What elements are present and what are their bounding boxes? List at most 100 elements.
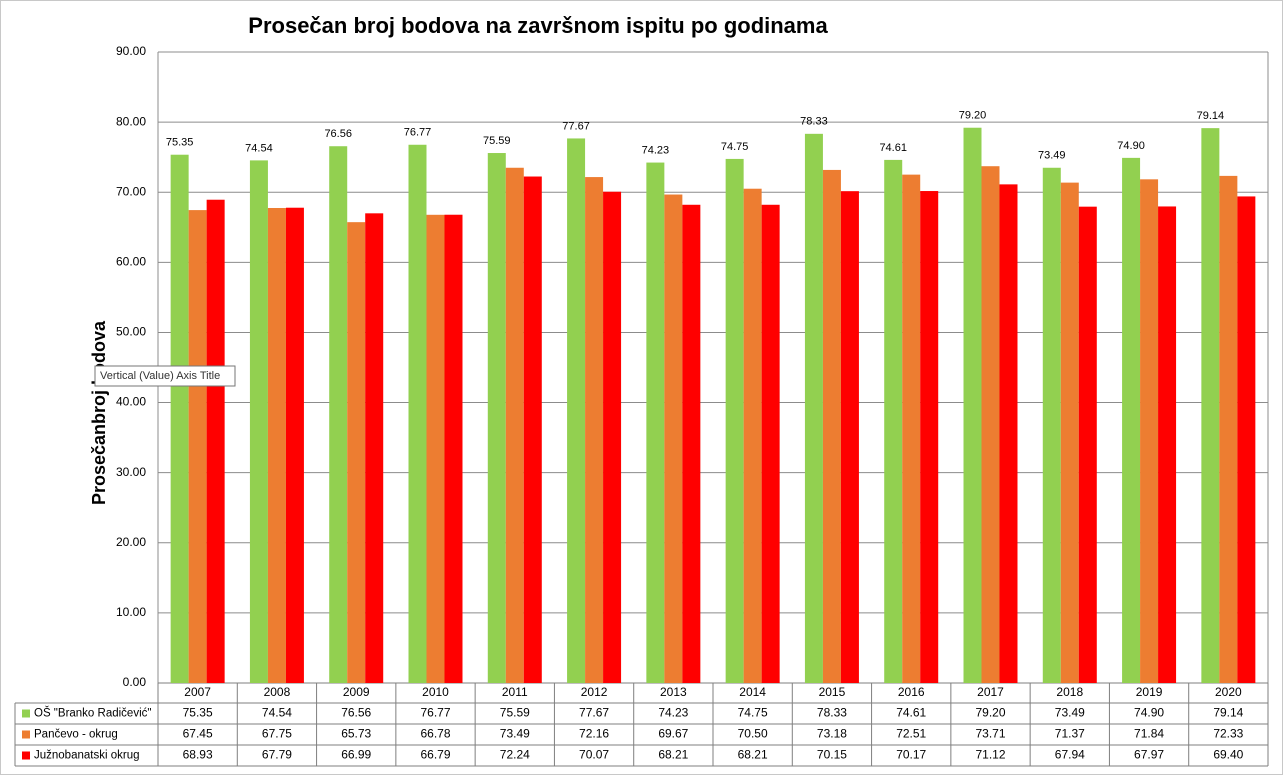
bar xyxy=(1078,206,1097,684)
x-tick-label: 2019 xyxy=(1136,685,1163,699)
bar xyxy=(1122,157,1141,683)
x-tick-label: 2018 xyxy=(1056,685,1083,699)
bar xyxy=(267,207,286,683)
table-cell: 67.79 xyxy=(262,748,292,762)
table-cell: 69.40 xyxy=(1213,748,1243,762)
x-tick-label: 2015 xyxy=(819,685,846,699)
data-label: 79.20 xyxy=(959,110,987,122)
bar xyxy=(664,194,683,683)
bar xyxy=(426,214,445,683)
tooltip-box xyxy=(94,365,236,387)
data-label: 74.23 xyxy=(642,144,670,156)
bar xyxy=(170,154,189,684)
bar xyxy=(567,138,586,683)
bar xyxy=(505,167,524,684)
table-cell: 70.17 xyxy=(896,748,926,762)
bar xyxy=(188,210,207,683)
bar xyxy=(981,166,1000,683)
table-cell: 71.12 xyxy=(975,748,1005,762)
bar xyxy=(902,174,921,683)
table-cell: 79.14 xyxy=(1213,706,1243,720)
y-tick-label: 10.00 xyxy=(116,605,146,619)
table-cell: 66.99 xyxy=(341,748,371,762)
bar xyxy=(884,159,903,683)
data-label: 74.90 xyxy=(1117,140,1145,152)
table-cell: 68.21 xyxy=(658,748,688,762)
data-label: 75.35 xyxy=(166,137,194,149)
legend-label: OŠ "Branko Radičević" xyxy=(34,707,151,720)
bar xyxy=(1237,196,1256,683)
table-cell: 67.75 xyxy=(262,727,292,741)
data-label: 73.49 xyxy=(1038,150,1066,162)
legend-label: Južnobanatski okrug xyxy=(34,750,139,762)
bar xyxy=(646,162,665,684)
x-tick-label: 2008 xyxy=(264,685,291,699)
table-cell: 68.93 xyxy=(183,748,213,762)
table-cell: 75.59 xyxy=(500,706,530,720)
table-cell: 74.90 xyxy=(1134,706,1164,720)
y-axis-title: Prosečanbroj bodova xyxy=(89,320,109,505)
bar xyxy=(249,160,268,683)
table-cell: 73.49 xyxy=(500,727,530,741)
table-cell: 74.54 xyxy=(262,706,292,720)
y-tick-label: 80.00 xyxy=(116,114,146,128)
table-cell: 74.75 xyxy=(738,706,768,720)
x-tick-label: 2017 xyxy=(977,685,1004,699)
y-tick-label: 60.00 xyxy=(116,255,146,269)
chart-title: Prosečan broj bodova na završnom ispitu … xyxy=(248,13,828,38)
table-cell: 69.67 xyxy=(658,727,688,741)
table-cell: 77.67 xyxy=(579,706,609,720)
bar xyxy=(920,191,939,683)
x-tick-label: 2007 xyxy=(184,685,211,699)
bar xyxy=(523,176,542,683)
bar xyxy=(1140,179,1159,683)
table-cell: 67.45 xyxy=(183,727,213,741)
data-label: 74.61 xyxy=(879,142,907,154)
table-cell: 74.61 xyxy=(896,706,926,720)
data-label: 77.67 xyxy=(562,120,590,132)
x-tick-label: 2016 xyxy=(898,685,925,699)
bar xyxy=(347,222,366,683)
x-tick-label: 2009 xyxy=(343,685,370,699)
bar xyxy=(408,144,427,683)
table-cell: 72.33 xyxy=(1213,727,1243,741)
bar xyxy=(804,133,823,683)
bar xyxy=(840,191,859,683)
x-tick-label: 2014 xyxy=(739,685,766,699)
table-cell: 71.84 xyxy=(1134,727,1164,741)
table-cell: 70.15 xyxy=(817,748,847,762)
bar xyxy=(1042,167,1061,684)
table-cell: 72.51 xyxy=(896,727,926,741)
bar xyxy=(999,184,1018,683)
legend-key xyxy=(22,709,30,718)
y-tick-label: 90.00 xyxy=(116,44,146,58)
bar xyxy=(585,177,604,683)
data-label: 78.33 xyxy=(800,116,828,128)
bar xyxy=(822,169,841,684)
bar xyxy=(206,199,225,683)
table-cell: 73.18 xyxy=(817,727,847,741)
bar xyxy=(725,158,744,684)
data-label: 76.56 xyxy=(324,128,352,140)
bar xyxy=(1060,182,1079,683)
bar xyxy=(329,146,348,683)
data-label: 79.14 xyxy=(1197,110,1225,122)
table-cell: 65.73 xyxy=(341,727,371,741)
bar xyxy=(963,127,982,684)
bar xyxy=(1219,175,1238,683)
legend-key xyxy=(22,730,30,739)
table-cell: 79.20 xyxy=(975,706,1005,720)
table-cell: 73.49 xyxy=(1055,706,1085,720)
table-cell: 75.35 xyxy=(183,706,213,720)
x-tick-label: 2020 xyxy=(1215,685,1242,699)
bar xyxy=(1201,128,1220,683)
table-cell: 78.33 xyxy=(817,706,847,720)
bar xyxy=(285,207,304,683)
data-label: 75.59 xyxy=(483,135,511,147)
x-tick-label: 2011 xyxy=(502,685,528,699)
x-tick-label: 2010 xyxy=(422,685,449,699)
y-tick-label: 50.00 xyxy=(116,325,146,339)
tooltip: Vertical (Value) Axis Title xyxy=(94,365,236,387)
y-tick-label: 20.00 xyxy=(116,535,146,549)
data-label: 74.75 xyxy=(721,141,749,153)
